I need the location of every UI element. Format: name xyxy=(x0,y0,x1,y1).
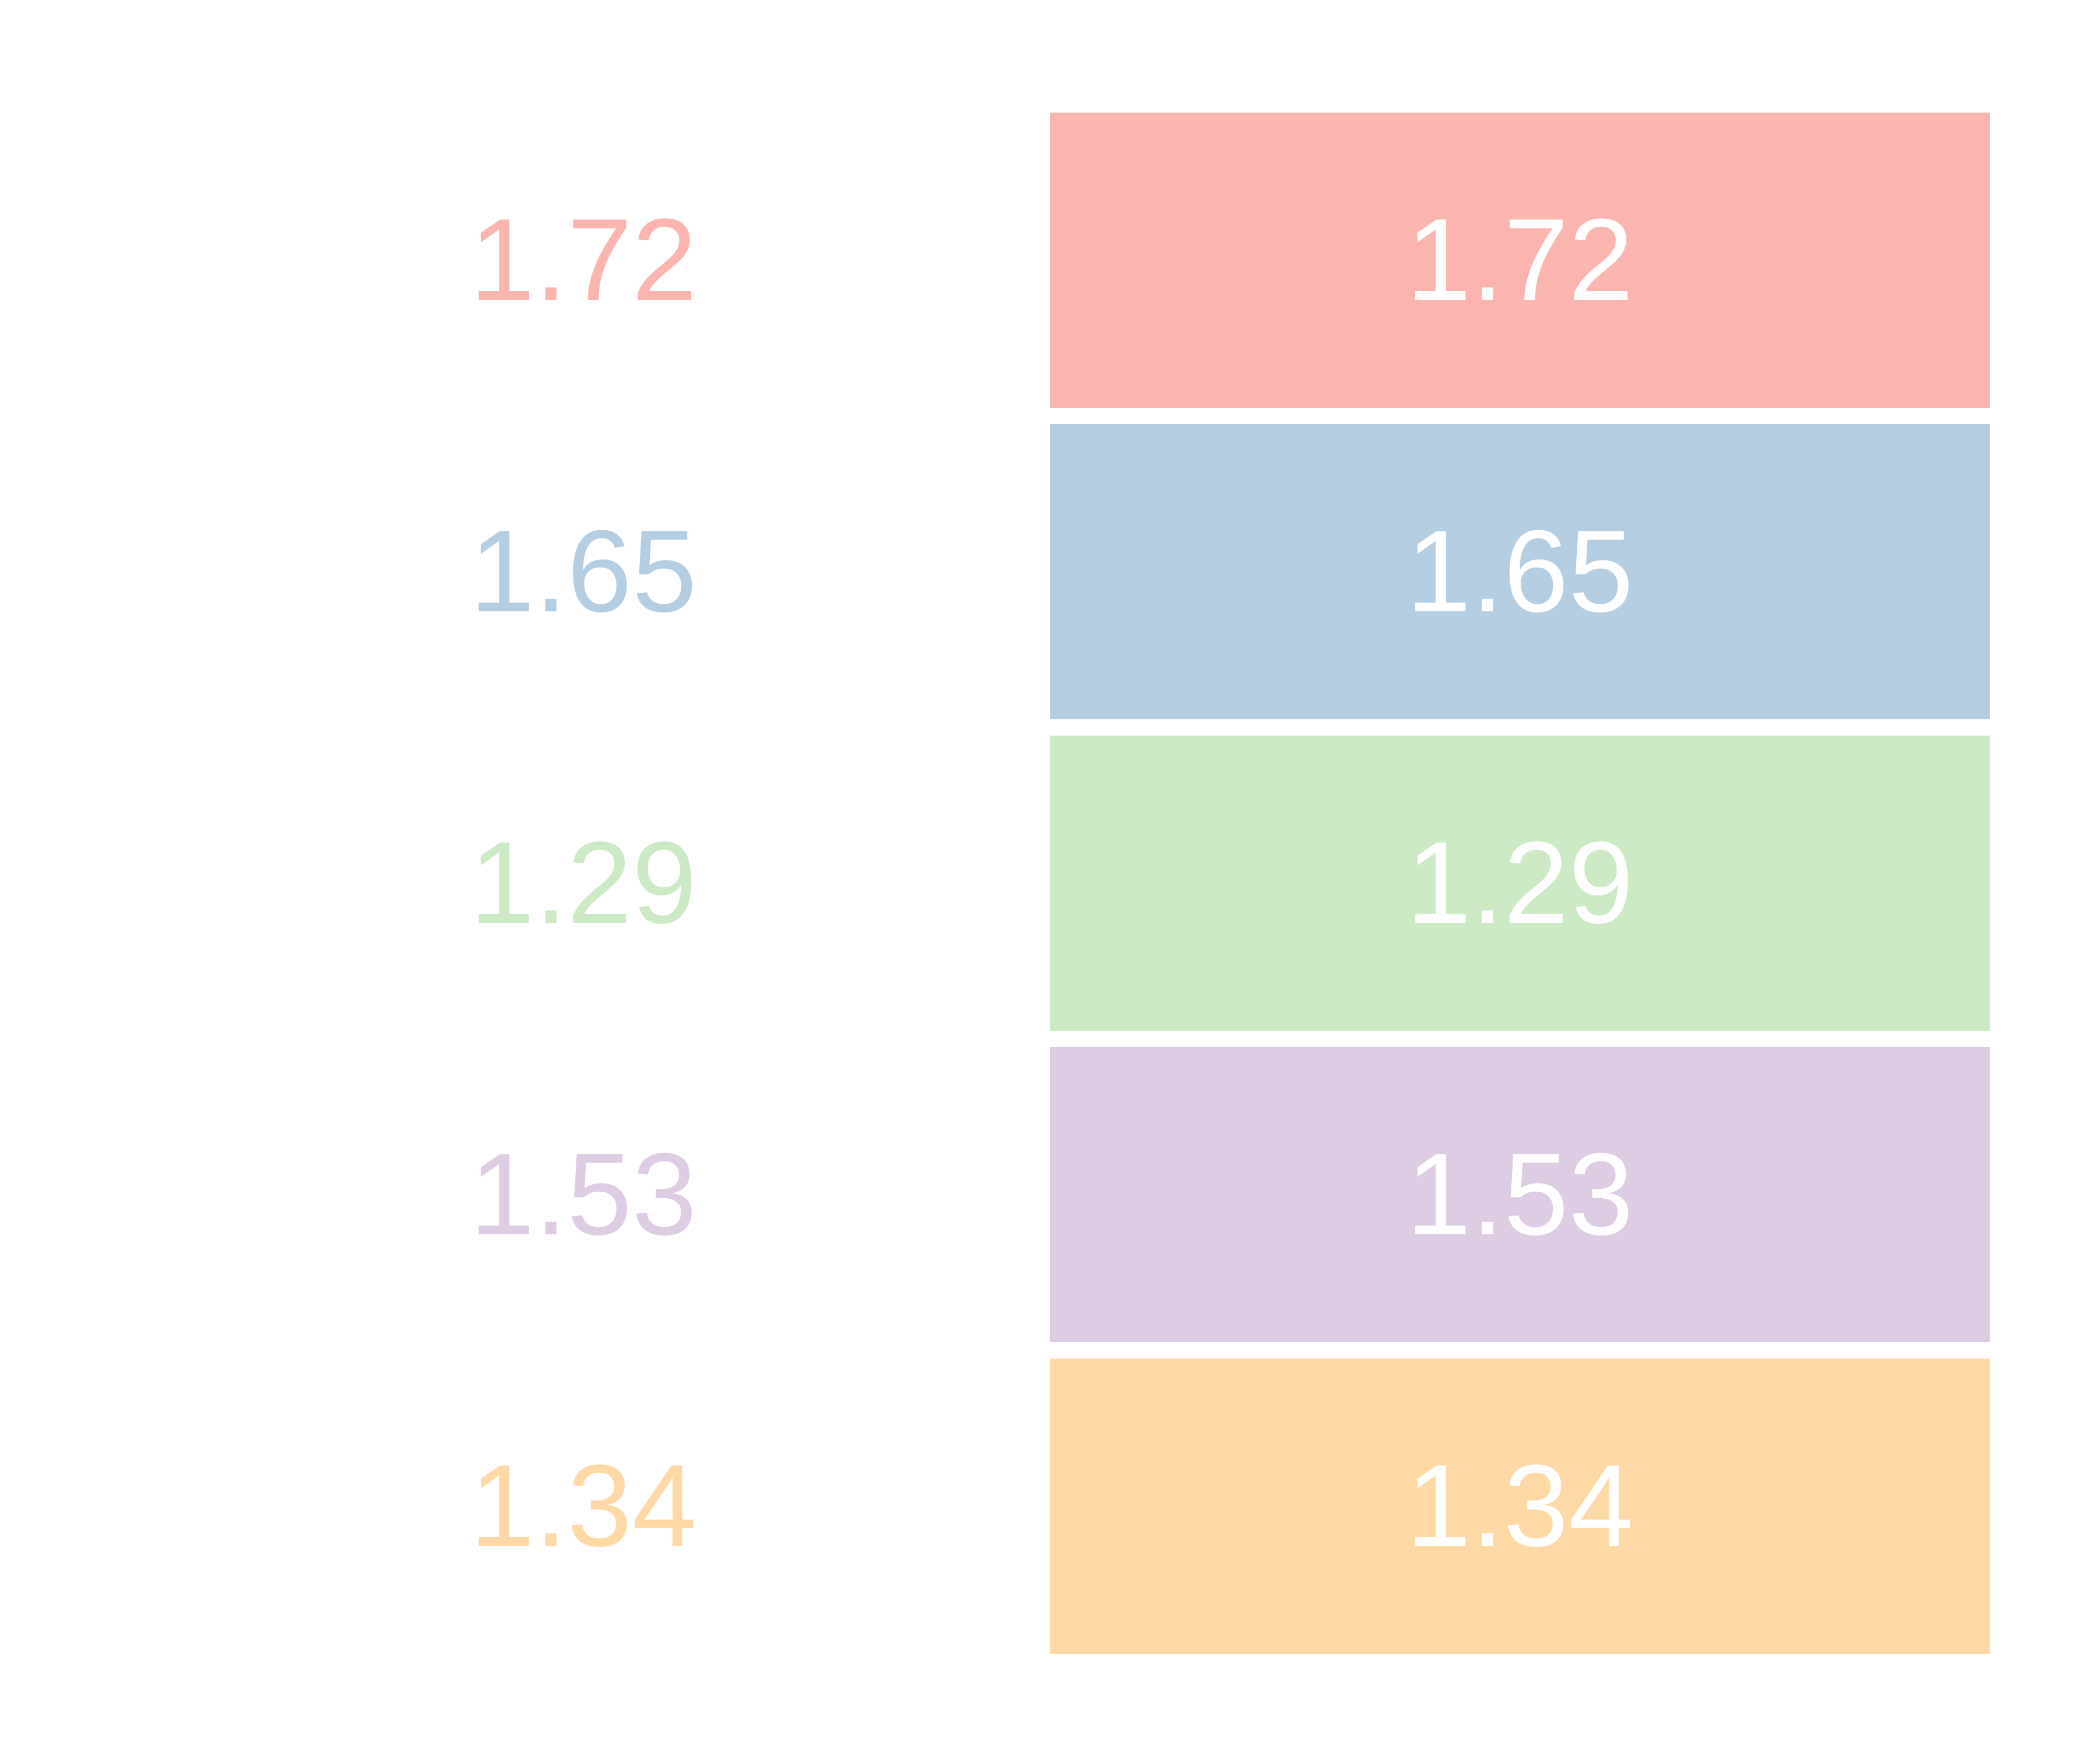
bar: 1.72 xyxy=(1050,113,1990,408)
bar-value-label: 1.72 xyxy=(1406,195,1634,325)
bar: 1.65 xyxy=(1050,424,1990,719)
chart-row: 1.53 1.53 xyxy=(0,1047,2100,1342)
row-value-label: 1.65 xyxy=(470,506,697,636)
chart-row: 1.72 1.72 xyxy=(0,113,2100,408)
row-value-label: 1.72 xyxy=(470,195,697,325)
bar-value-label: 1.29 xyxy=(1406,818,1634,948)
bar: 1.34 xyxy=(1050,1359,1990,1654)
bar: 1.53 xyxy=(1050,1047,1990,1342)
row-value-label: 1.29 xyxy=(470,818,697,948)
bar-value-label: 1.34 xyxy=(1406,1441,1634,1571)
chart-row: 1.65 1.65 xyxy=(0,424,2100,719)
chart-row: 1.29 1.29 xyxy=(0,736,2100,1031)
bar: 1.29 xyxy=(1050,736,1990,1031)
row-value-label: 1.53 xyxy=(470,1129,697,1259)
bar-value-label: 1.53 xyxy=(1406,1129,1634,1259)
row-value-label: 1.34 xyxy=(470,1441,697,1571)
chart-row: 1.34 1.34 xyxy=(0,1359,2100,1654)
bar-value-label: 1.65 xyxy=(1406,506,1634,636)
